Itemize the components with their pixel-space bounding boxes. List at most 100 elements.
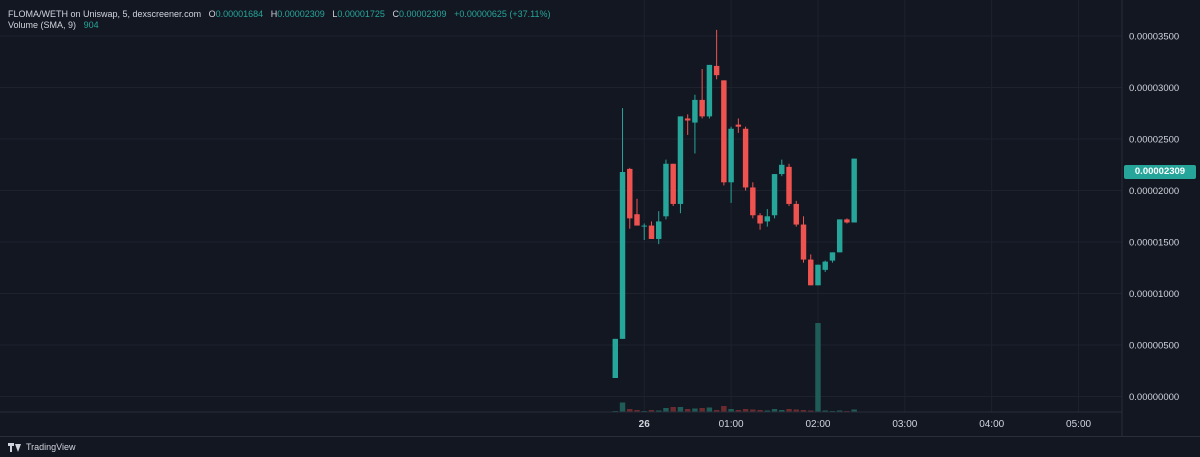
candle-body <box>648 225 655 239</box>
price-tick-label: 0.00002500 <box>1129 135 1179 146</box>
volume-bar <box>742 409 749 412</box>
volume-bar <box>735 410 742 412</box>
candle-body <box>634 214 640 226</box>
tradingview-icon <box>8 442 22 452</box>
time-tick-label: 02:00 <box>805 419 830 430</box>
candle-body <box>684 118 691 121</box>
price-axis[interactable]: 0.00003500 0.00003000 0.00002500 0.00002000… <box>1129 32 1179 404</box>
candle-body <box>844 219 850 223</box>
volume-bar <box>634 410 640 412</box>
candle-body <box>786 166 792 204</box>
pair-label: FLOMA/WETH on Uniswap, 5, dexscreener.co… <box>8 9 202 19</box>
tradingview-logo[interactable]: TradingView <box>8 442 76 452</box>
volume-bar <box>656 410 662 412</box>
volume-bar <box>851 409 857 412</box>
close-label: C <box>392 9 399 19</box>
candle-body <box>764 216 771 222</box>
price-tick-label: 0.00000000 <box>1129 392 1179 403</box>
open-value: 0.00001684 <box>215 9 264 19</box>
ohlc-line: FLOMA/WETH on Uniswap, 5, dexscreener.co… <box>8 9 551 20</box>
close-value: 0.00002309 <box>398 9 447 19</box>
footer-bar: TradingView <box>0 436 1200 457</box>
candle-body <box>800 224 807 260</box>
volume-bar <box>627 409 633 412</box>
volume-bar <box>677 407 684 412</box>
time-tick-label: 05:00 <box>1066 419 1091 430</box>
candle-body <box>699 99 705 117</box>
candle-body <box>641 225 647 227</box>
candle-body <box>836 219 843 253</box>
candle-body <box>692 99 698 123</box>
volume-bar <box>793 409 799 412</box>
volume-bar <box>786 409 792 412</box>
candle-body <box>808 259 814 286</box>
candles <box>612 29 857 379</box>
candle-body <box>742 128 749 188</box>
time-tick-label: 01:00 <box>719 419 744 430</box>
open-label: O <box>208 9 216 19</box>
chart-legend: FLOMA/WETH on Uniswap, 5, dexscreener.co… <box>8 9 551 31</box>
candle-body <box>815 264 821 286</box>
time-axis[interactable]: 26 01:00 02:00 03:00 04:00 05:00 <box>639 419 1092 430</box>
tradingview-label: TradingView <box>26 442 76 452</box>
candle-body <box>706 64 713 117</box>
change-value: +0.00000625 (+37.11%) <box>454 9 551 19</box>
candle-body <box>829 252 836 261</box>
volume-bar <box>815 323 821 412</box>
volume-bar <box>721 406 727 412</box>
candle-body <box>735 124 742 127</box>
candle-body <box>721 80 727 183</box>
price-tick-label: 0.00002000 <box>1129 186 1179 197</box>
volume-bars <box>612 323 857 412</box>
time-tick-label: 04:00 <box>979 419 1004 430</box>
high-value: 0.00002309 <box>277 9 325 19</box>
volume-bar <box>808 410 814 412</box>
price-tick-label: 0.00000500 <box>1129 341 1179 352</box>
time-tick-label: 03:00 <box>892 419 917 430</box>
candle-body <box>750 187 756 216</box>
candle-body <box>822 261 828 270</box>
volume-bar <box>764 410 771 412</box>
high-label: H <box>270 9 278 19</box>
candle-body <box>713 65 720 76</box>
volume-line: Volume (SMA, 9) 904 <box>8 20 551 31</box>
volume-bar <box>670 407 676 412</box>
low-value: 0.00001725 <box>337 9 385 19</box>
volume-bar <box>699 408 705 412</box>
volume-bar <box>779 410 785 412</box>
candle-body <box>656 221 662 239</box>
candle-body <box>663 163 669 217</box>
volume-bar <box>684 409 691 412</box>
volume-bar <box>692 408 698 412</box>
candle-body <box>677 116 684 204</box>
price-tick-label: 0.00001500 <box>1129 238 1179 249</box>
candle-body <box>670 163 676 204</box>
candle-body <box>627 168 633 219</box>
volume-bar <box>836 410 843 412</box>
chart-grid <box>0 0 1122 412</box>
last-price-tag: 0.00002309 <box>1124 165 1196 179</box>
candle-body <box>771 174 778 216</box>
low-label: L <box>332 9 338 19</box>
volume-bar <box>706 407 713 412</box>
price-tick-label: 0.00001000 <box>1129 289 1179 300</box>
volume-bar <box>750 409 756 412</box>
candle-body <box>779 164 785 175</box>
candle-body <box>757 215 763 224</box>
volume-bar <box>713 410 720 412</box>
price-tick-label: 0.00003500 <box>1129 32 1179 43</box>
volume-bar <box>771 409 778 412</box>
volume-bar <box>757 410 763 412</box>
candle-body <box>851 158 857 223</box>
candle-body <box>793 203 799 225</box>
volume-value: 904 <box>83 20 99 30</box>
volume-bar <box>728 409 734 412</box>
candle-body <box>619 172 626 339</box>
volume-bar <box>822 410 828 412</box>
price-tick-label: 0.00003000 <box>1129 83 1179 94</box>
volume-bar <box>800 410 807 412</box>
volume-bar <box>648 410 655 412</box>
candle-body <box>612 338 619 379</box>
